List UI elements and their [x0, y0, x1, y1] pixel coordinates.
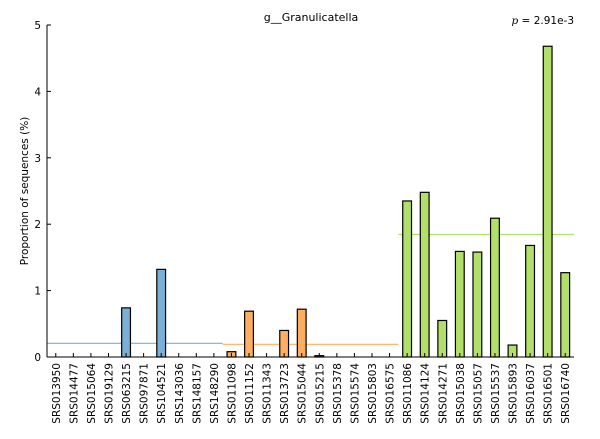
bar-SRS016037 [525, 244, 536, 358]
x-tick-label-SRS015038: SRS015038 [455, 363, 467, 424]
p-value-text: = 2.91e-3 [518, 15, 574, 27]
x-tick-label-SRS015057: SRS015057 [472, 363, 484, 424]
x-tick-label-SRS015044: SRS015044 [297, 363, 309, 424]
x-tick-label-SRS019129: SRS019129 [103, 363, 115, 424]
y-tick-label-1: 1 [34, 286, 41, 298]
x-tick-label-SRS104521: SRS104521 [156, 363, 168, 424]
x-tick-label-SRS097871: SRS097871 [139, 363, 151, 424]
x-tick-label-SRS014271: SRS014271 [437, 363, 449, 424]
x-tick-label-SRS015803: SRS015803 [367, 363, 379, 424]
x-tick-label-SRS016501: SRS016501 [543, 363, 555, 424]
bars [121, 45, 571, 358]
bar-SRS104521 [156, 268, 167, 358]
x-tick-label-SRS013950: SRS013950 [51, 363, 63, 424]
x-tick-label-SRS011343: SRS011343 [262, 363, 274, 424]
bar-SRS016740 [560, 272, 571, 358]
x-tick-label-SRS015064: SRS015064 [86, 363, 98, 424]
bar-SRS015038 [454, 250, 465, 358]
x-tick-label-SRS011098: SRS011098 [226, 363, 238, 424]
y-tick-label-4: 4 [34, 86, 41, 98]
x-ticks: SRS013950 SRS014477 SRS015064 SRS019129 SRS0… [51, 353, 572, 424]
x-tick-label-SRS013723: SRS013723 [279, 363, 291, 424]
bar-SRS063215 [121, 307, 132, 358]
bar-SRS015537 [489, 217, 500, 358]
x-tick-label-SRS015215: SRS015215 [314, 363, 326, 424]
bar-SRS016501 [542, 45, 553, 358]
p-value-annotation: p = 2.91e-3 [511, 15, 574, 27]
bar-SRS015044 [296, 308, 307, 358]
x-tick-label-SRS015378: SRS015378 [332, 363, 344, 424]
x-tick-label-SRS011152: SRS011152 [244, 363, 256, 424]
x-tick-label-SRS015537: SRS015537 [490, 363, 502, 424]
y-axis-label: Proportion of sequences (%) [19, 117, 31, 266]
bar-SRS014124 [419, 191, 430, 358]
bar-SRS011086 [402, 200, 413, 358]
x-tick-label-SRS148290: SRS148290 [209, 363, 221, 424]
axes [46, 25, 574, 358]
y-tick-label-5: 5 [34, 20, 41, 32]
x-tick-label-SRS015893: SRS015893 [508, 363, 520, 424]
y-ticks: 0 1 2 3 4 5 [34, 20, 51, 364]
p-value-symbol: p [511, 15, 518, 27]
y-tick-label-2: 2 [34, 219, 41, 231]
y-tick-label-3: 3 [34, 153, 41, 165]
y-tick-label-0: 0 [34, 352, 41, 364]
x-tick-label-SRS148157: SRS148157 [191, 363, 203, 424]
chart-title: g__Granulicatella [264, 11, 359, 24]
x-tick-label-SRS014124: SRS014124 [420, 363, 432, 424]
x-tick-label-SRS014477: SRS014477 [68, 363, 80, 424]
x-tick-label-SRS016740: SRS016740 [560, 363, 572, 424]
x-tick-label-SRS015574: SRS015574 [349, 363, 361, 424]
bar-SRS014271 [437, 319, 448, 358]
x-tick-label-SRS016575: SRS016575 [385, 363, 397, 424]
x-tick-label-SRS063215: SRS063215 [121, 363, 133, 424]
bar-SRS015057 [472, 251, 483, 358]
x-tick-label-SRS143036: SRS143036 [174, 363, 186, 424]
x-tick-label-SRS016037: SRS016037 [525, 363, 537, 424]
bar-SRS011152 [244, 310, 255, 358]
x-tick-label-SRS011086: SRS011086 [402, 363, 414, 424]
